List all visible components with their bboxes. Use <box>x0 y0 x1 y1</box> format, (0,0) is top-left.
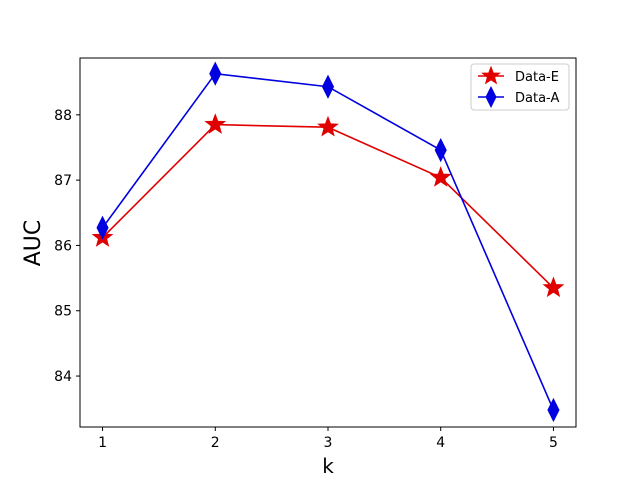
data-point <box>204 113 227 134</box>
plot-frame <box>79 57 577 428</box>
y-tick-label: 84 <box>54 369 72 385</box>
data-point <box>96 215 109 240</box>
x-axis-ticks: 1 2 3 4 5 <box>98 427 558 451</box>
legend-entry: Data-A <box>478 85 559 109</box>
y-axis-label: AUC <box>21 220 46 267</box>
y-tick-label: 86 <box>54 238 72 254</box>
y-axis-ticks: 84 85 86 87 88 <box>54 108 80 385</box>
legend-entry: Data-E <box>478 65 559 85</box>
y-tick-label: 88 <box>54 108 72 124</box>
x-tick-label: 5 <box>549 435 558 451</box>
legend-marker <box>481 65 501 85</box>
x-axis-label: k <box>322 454 334 478</box>
series-line <box>101 123 555 289</box>
data-point <box>434 137 447 163</box>
y-tick-label: 85 <box>54 304 72 320</box>
legend: Data-E Data-A <box>470 63 570 111</box>
data-point <box>209 61 222 86</box>
y-tick-label: 87 <box>54 173 72 189</box>
legend-label: Data-A <box>515 91 559 106</box>
data-point <box>542 276 565 298</box>
legend-label: Data-E <box>515 70 559 85</box>
series-data-a <box>96 61 560 423</box>
x-tick-label: 4 <box>436 435 445 451</box>
data-point <box>429 166 452 187</box>
series-layer <box>91 61 565 423</box>
x-tick-label: 3 <box>324 435 333 451</box>
x-tick-label: 2 <box>211 435 220 451</box>
data-point <box>547 397 560 423</box>
legend-marker <box>485 85 497 109</box>
x-tick-label: 1 <box>98 435 107 451</box>
data-point <box>317 115 339 137</box>
data-point <box>321 74 335 99</box>
